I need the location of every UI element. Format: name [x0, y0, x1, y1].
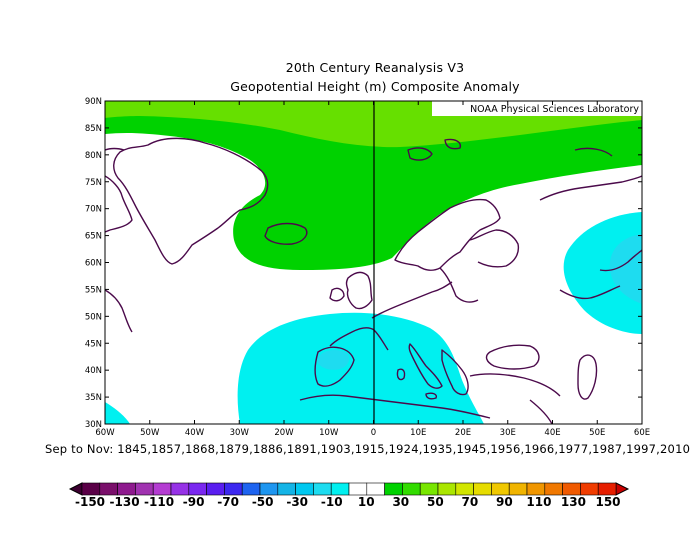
lon-label: 50E — [589, 428, 605, 438]
lat-label: 70N — [85, 205, 102, 215]
colorbar-label: -70 — [217, 495, 239, 509]
colorbar-labels: -150 -130 -110 -90 -70 -50 -30 -10 10 30 50 70 90 110… — [75, 495, 621, 509]
latitude-labels: 90N 85N 80N 75N 70N 65N 60N 55N 50N 45N 40N 35N 30N — [85, 97, 102, 430]
lat-label: 50N — [85, 312, 102, 322]
colorbar-label: 130 — [561, 495, 586, 509]
colorbar-box — [99, 482, 118, 496]
lon-label: 30W — [230, 428, 250, 438]
watermark-text: NOAA Physical Sciences Laboratory — [470, 104, 639, 115]
colorbar-box — [277, 482, 296, 496]
anomaly-negative-mediterranean — [237, 312, 484, 424]
map-title: 20th Century Reanalysis V3 — [285, 60, 465, 75]
colorbar-label: 50 — [427, 495, 444, 509]
colorbar-box — [295, 482, 314, 496]
colorbar-box — [597, 482, 617, 496]
lon-label: 60W — [95, 428, 115, 438]
lon-label: 10E — [410, 428, 426, 438]
colorbar-box — [544, 482, 563, 496]
colorbar-box — [473, 482, 492, 496]
colorbar-box — [152, 482, 172, 496]
lon-label: 30E — [500, 428, 516, 438]
colorbar-box — [562, 482, 581, 496]
map-subtitle: Geopotential Height (m) Composite Anomal… — [230, 79, 520, 94]
lon-label: 60E — [634, 428, 650, 438]
colorbar-box — [330, 482, 350, 496]
lon-label: 50W — [140, 428, 160, 438]
colorbar-box — [366, 482, 385, 496]
lat-label: 65N — [85, 232, 102, 242]
map-plot: NOAA Physical Sciences Laboratory 90N 85N… — [85, 97, 650, 438]
colorbar-box — [419, 482, 439, 496]
colorbar-label: -130 — [110, 495, 140, 509]
lat-label: 45N — [85, 339, 102, 349]
lon-label: 20W — [274, 428, 294, 438]
lon-label: 10W — [319, 428, 339, 438]
season-years-caption: Sep to Nov: 1845,1857,1868,1879,1886,189… — [45, 442, 691, 456]
colorbar-arrow-left — [68, 482, 83, 496]
colorbar-box — [117, 482, 136, 496]
colorbar-boxes — [68, 482, 630, 496]
colorbar-label: 70 — [462, 495, 479, 509]
colorbar-box — [313, 482, 332, 496]
lat-label: 75N — [85, 178, 102, 188]
colorbar-box — [402, 482, 421, 496]
lat-label: 90N — [85, 97, 102, 107]
lat-label: 35N — [85, 393, 102, 403]
colorbar: -150 -130 -110 -90 -70 -50 -30 -10 10 30 50 70 90 110… — [68, 482, 630, 509]
colorbar-label: -90 — [183, 495, 205, 509]
colorbar-box — [241, 482, 261, 496]
longitude-labels: 60W 50W 40W 30W 20W 10W 0 10E 20E 30E 40E 50E 60E — [95, 428, 650, 438]
lon-label: 40W — [185, 428, 205, 438]
colorbar-label: -110 — [144, 495, 174, 509]
lat-label: 80N — [85, 151, 102, 161]
coastlines — [105, 137, 642, 424]
colorbar-box — [135, 482, 154, 496]
colorbar-label: -30 — [286, 495, 308, 509]
watermark-box — [432, 101, 642, 116]
colorbar-label: -10 — [321, 495, 343, 509]
colorbar-box — [206, 482, 225, 496]
colorbar-label: 110 — [526, 495, 551, 509]
colorbar-box — [455, 482, 474, 496]
colorbar-arrow-right — [615, 482, 630, 496]
lat-label: 60N — [85, 259, 102, 269]
lon-label: 0 — [371, 428, 376, 438]
colorbar-box — [188, 482, 207, 496]
colorbar-label: -150 — [75, 495, 105, 509]
lat-label: 55N — [85, 285, 102, 295]
lat-label: 85N — [85, 124, 102, 134]
colorbar-box — [580, 482, 599, 496]
colorbar-label: 10 — [358, 495, 375, 509]
colorbar-box — [384, 482, 403, 496]
colorbar-box — [170, 482, 190, 496]
colorbar-label: 90 — [496, 495, 513, 509]
lat-label: 40N — [85, 366, 102, 376]
colorbar-box — [508, 482, 528, 496]
colorbar-label: -50 — [252, 495, 274, 509]
colorbar-box — [348, 482, 368, 496]
lat-label: 30N — [85, 420, 102, 430]
colorbar-box — [81, 482, 101, 496]
colorbar-label: 30 — [392, 495, 409, 509]
anomaly-negative-southwest — [105, 402, 130, 424]
lon-label: 20E — [455, 428, 471, 438]
colorbar-label: 150 — [595, 495, 620, 509]
colorbar-box — [526, 482, 546, 496]
colorbar-box — [437, 482, 457, 496]
anomaly-negative-core-iberia — [317, 350, 350, 370]
lon-label: 40E — [544, 428, 560, 438]
colorbar-box — [224, 482, 243, 496]
axis-ticks — [104, 100, 643, 425]
colorbar-box — [259, 482, 279, 496]
colorbar-box — [491, 482, 510, 496]
